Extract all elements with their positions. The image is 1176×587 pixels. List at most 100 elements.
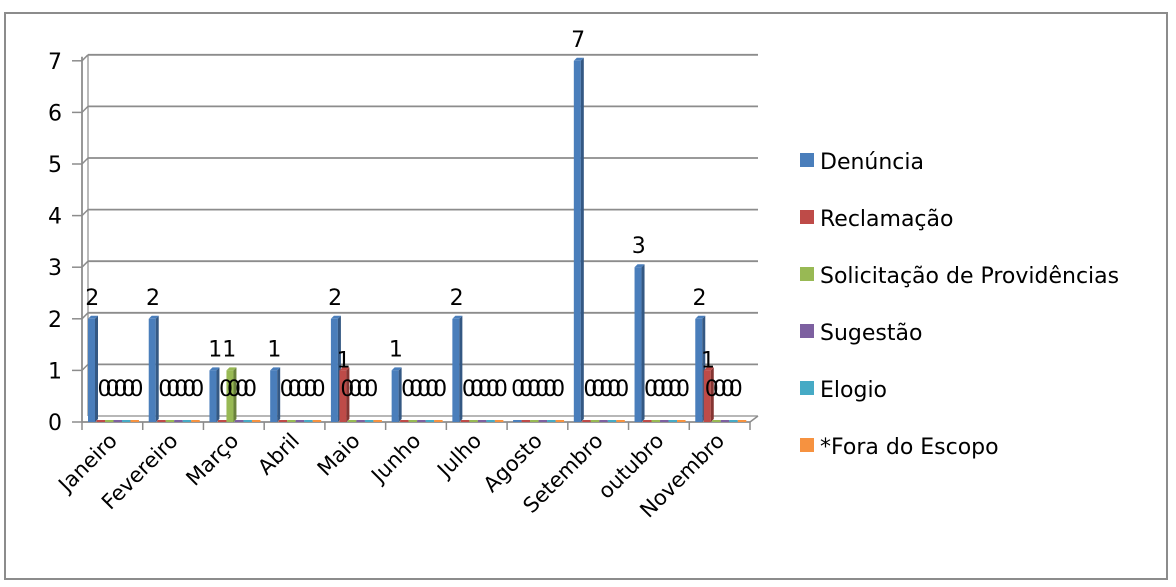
bar-side bbox=[346, 367, 350, 422]
bar-zero bbox=[130, 420, 139, 422]
bar-zero bbox=[251, 420, 261, 422]
bar-zero bbox=[660, 420, 669, 422]
bar-zero bbox=[521, 420, 531, 422]
bar-zero bbox=[720, 420, 730, 422]
bar bbox=[339, 370, 347, 422]
legend-label: Sugestão bbox=[820, 321, 922, 346]
bar-zero bbox=[234, 420, 244, 422]
bar-side bbox=[641, 264, 645, 422]
bar-zero bbox=[530, 420, 539, 422]
bar-zero bbox=[737, 420, 747, 422]
bar-top bbox=[634, 264, 645, 268]
legend-label: Solicitação de Providências bbox=[820, 264, 1119, 289]
x-tick-label: Junho bbox=[365, 429, 425, 489]
bar-side bbox=[398, 367, 402, 422]
bar-zero bbox=[547, 420, 556, 422]
bar-zero bbox=[96, 420, 105, 422]
bar-zero bbox=[538, 420, 548, 422]
bar bbox=[209, 370, 217, 422]
bar-zero bbox=[417, 420, 426, 422]
legend-swatch bbox=[800, 438, 814, 452]
bar-zero bbox=[122, 420, 131, 422]
y-tick-label: 0 bbox=[48, 411, 62, 436]
gridline-depth bbox=[81, 312, 89, 320]
bars bbox=[88, 57, 747, 423]
legend-label: *Fora do Escopo bbox=[820, 435, 999, 460]
data-label: 2 bbox=[146, 286, 160, 311]
bar bbox=[148, 318, 156, 422]
bar-zero bbox=[616, 420, 625, 422]
bar-zero bbox=[287, 420, 296, 422]
bar-zero bbox=[460, 420, 470, 422]
zero-labels: 00000 bbox=[280, 377, 325, 402]
data-label: 7 bbox=[571, 28, 585, 53]
y-tick-label: 1 bbox=[48, 359, 62, 384]
legend-label: Denúncia bbox=[820, 150, 924, 175]
gridline-depth bbox=[81, 209, 89, 217]
data-label: 2 bbox=[85, 286, 99, 311]
gridline-depth bbox=[81, 363, 89, 371]
y-tick-label: 2 bbox=[48, 308, 62, 333]
x-axis-depth bbox=[749, 415, 759, 423]
bar bbox=[330, 318, 338, 422]
legend-swatch bbox=[800, 381, 814, 395]
bar-zero bbox=[729, 420, 738, 422]
bar-zero bbox=[105, 420, 114, 422]
gridline-depth bbox=[81, 260, 89, 268]
bar-zero bbox=[243, 420, 252, 422]
bar-zero bbox=[582, 420, 591, 422]
zero-labels: 0000 bbox=[219, 377, 256, 402]
zero-labels: 00000 bbox=[98, 377, 143, 402]
bar-zero bbox=[590, 420, 600, 422]
bar-zero bbox=[364, 420, 374, 422]
zero-labels: 000000 bbox=[511, 377, 564, 402]
zero-labels: 00000 bbox=[401, 377, 446, 402]
bar-zero bbox=[555, 420, 565, 422]
data-label: 11 bbox=[208, 337, 236, 362]
zero-labels: 00000 bbox=[158, 377, 203, 402]
x-tick-label: Julho bbox=[431, 429, 486, 484]
bar-zero bbox=[400, 420, 409, 422]
bar bbox=[703, 370, 711, 422]
bar-zero bbox=[712, 420, 721, 422]
x-tick-label: Maio bbox=[313, 429, 365, 481]
bar-zero bbox=[643, 420, 652, 422]
zero-labels: 00000 bbox=[462, 377, 507, 402]
legend-label: Elogio bbox=[820, 378, 887, 403]
gridline-depth bbox=[81, 105, 89, 113]
bar-top bbox=[452, 315, 463, 319]
bar-side bbox=[95, 315, 98, 422]
legend-label: Reclamação bbox=[820, 207, 953, 232]
bar-top bbox=[695, 315, 706, 319]
bar-zero bbox=[295, 420, 305, 422]
zero-labels: 0000 bbox=[705, 377, 742, 402]
bar-zero bbox=[408, 420, 418, 422]
legend-swatch bbox=[800, 153, 814, 167]
bar-zero bbox=[347, 420, 357, 422]
zero-labels: 0000 bbox=[340, 377, 377, 402]
bar-zero bbox=[425, 420, 435, 422]
bar-zero bbox=[165, 420, 175, 422]
bar-side bbox=[216, 367, 220, 422]
bar-zero bbox=[174, 420, 183, 422]
bar-top bbox=[148, 315, 159, 319]
bar-side bbox=[277, 367, 281, 422]
bar bbox=[88, 318, 95, 422]
data-label: 3 bbox=[632, 234, 646, 259]
zero-labels: 00000 bbox=[644, 377, 689, 402]
bar-side bbox=[155, 315, 159, 422]
y-tick-label: 6 bbox=[48, 101, 62, 126]
bar-zero bbox=[191, 420, 200, 422]
bar-zero bbox=[356, 420, 365, 422]
bar-side bbox=[233, 367, 237, 422]
bar-zero bbox=[477, 420, 487, 422]
bar-zero bbox=[486, 420, 495, 422]
bar-side bbox=[710, 367, 714, 422]
bar-top bbox=[391, 367, 402, 371]
data-label: 1 bbox=[389, 337, 403, 362]
bar-zero bbox=[469, 420, 478, 422]
bar bbox=[270, 370, 278, 422]
y-tick-label: 4 bbox=[48, 205, 62, 230]
